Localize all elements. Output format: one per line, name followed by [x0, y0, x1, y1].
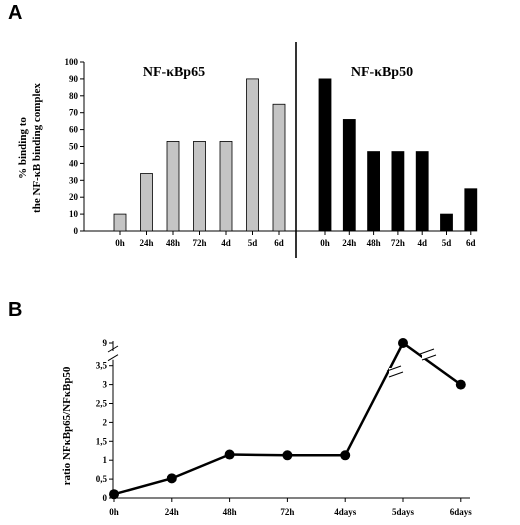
panel-b-line-segment [113, 477, 173, 496]
panel-a-xtick-label: 0h [320, 238, 330, 248]
panel-a-xtick-label: 48h [367, 238, 381, 248]
panel-a-bar [166, 141, 180, 232]
panel-b-xtick-label: 5days [392, 507, 415, 517]
panel-b-xtick-label: 0h [109, 507, 119, 517]
panel-b-ytick-label: 1,5 [96, 436, 108, 446]
panel-b-xtick-label: 4days [334, 507, 357, 517]
panel-b-ytick-label: 1 [103, 455, 108, 465]
panel-a-bar [193, 141, 206, 232]
panel-a-bar [440, 213, 453, 232]
panel-a-bar [342, 119, 356, 232]
panel-b-ytick-label: 9 [103, 338, 108, 348]
panel-b-ylabel: ratio NFκBp65/NFκBp50 [61, 366, 73, 485]
panel-a-xtick-label: 5d [248, 238, 258, 248]
panel-b-line-break-mark [388, 371, 404, 378]
panel-a-ytick-label: 90 [69, 74, 79, 84]
panel-a-bar [391, 151, 405, 232]
panel-b-axis-break-mark [107, 354, 119, 362]
panel-b-point [224, 449, 235, 460]
panel-b-point [282, 450, 293, 461]
panel-a-ytick-label: 100 [65, 57, 79, 67]
panel-b-axis-break-mark [107, 345, 119, 353]
panel-a-ytick-label: 20 [69, 192, 79, 202]
panel-a-ytick-label: 70 [69, 108, 79, 118]
panel-a-ytick-label: 80 [69, 91, 79, 101]
panel-b-xtick-label: 48h [223, 507, 237, 517]
panel-b-ytick-label: 0 [103, 493, 108, 503]
panel-b-line-break-mark [386, 365, 402, 372]
panel-a-bar [272, 103, 286, 232]
panel-a-xtick-label: 72h [192, 238, 206, 248]
panel-b-xtick-label: 24h [165, 507, 179, 517]
panel-b-point [398, 338, 408, 348]
panel-a-ylabel-line1: % binding to [17, 117, 29, 179]
panel-a-bar [318, 78, 332, 232]
panel-a-ytick-label: 30 [69, 175, 79, 185]
panel-a-bar [367, 151, 381, 232]
panel-a-ytick-label: 10 [69, 209, 79, 219]
panel-a-bar [464, 188, 478, 232]
panel-b-xtick-label: 6days [450, 507, 473, 517]
panel-a-xtick-label: 4d [221, 238, 231, 248]
panel-a-ytick-label: 60 [69, 125, 79, 135]
panel-b-line-break-gap [389, 368, 401, 376]
panel-a-xtick-label: 0h [115, 238, 125, 248]
panel-a-series1-title: NF-κBp65 [143, 65, 205, 80]
panel-b-line-segment [229, 453, 288, 457]
panel-a-letter: A [8, 2, 22, 24]
panel-a-xtick-label: 4d [417, 238, 427, 248]
panel-a-bar [113, 213, 127, 232]
panel-b-point [340, 450, 351, 461]
panel-a-bar [140, 173, 153, 232]
panel-b-line-break-mark [421, 354, 437, 361]
panel-a-xtick-label: 24h [342, 238, 356, 248]
panel-a-ylabel-line2: the NF-κB binding complex [31, 83, 43, 213]
panel-a-bar [219, 141, 233, 232]
panel-b-ytick-label: 3 [103, 380, 108, 390]
panel-a-xtick-label: 6d [466, 238, 476, 248]
panel-a-xtick-label: 24h [139, 238, 153, 248]
panel-a-bar [246, 78, 259, 232]
panel-b-ytick-label: 3,5 [96, 361, 108, 371]
panel-b-ytick-label: 0,5 [96, 474, 108, 484]
panel-a-xtick-label: 72h [391, 238, 405, 248]
panel-b-point [166, 473, 177, 484]
panel-b-letter: B [8, 299, 22, 321]
panel-a-ytick-label: 40 [69, 158, 79, 168]
panel-a-ytick-label: 0 [74, 226, 79, 236]
panel-b-line-segment [402, 341, 462, 386]
panel-a-bar [415, 151, 429, 232]
panel-b-point [455, 379, 466, 390]
panel-b-point [109, 489, 119, 500]
panel-b-line-break-mark [419, 348, 435, 355]
panel-a-xtick-label: 5d [442, 238, 452, 248]
panel-b-chart: ratio NFκBp65/NFκBp50 0 0,5 1 1,5 2 2,5 3 3,5 9 0… [61, 338, 472, 517]
panel-a-ytick-label: 50 [69, 142, 79, 152]
panel-b-xtick-label: 72h [280, 507, 294, 517]
panel-a-xtick-label: 6d [274, 238, 284, 248]
panel-b-line-segment [344, 342, 405, 456]
panel-a-xtick-label: 48h [166, 238, 180, 248]
panel-b-line-segment [171, 453, 231, 480]
panel-a-chart: % binding to the NF-κB binding complex N… [17, 42, 478, 258]
panel-a-series2-title: NF-κBp50 [351, 65, 413, 80]
panel-b-line-break-gap [422, 351, 434, 359]
panel-b-ytick-label: 2 [103, 417, 108, 427]
panel-b-ytick-label: 2,5 [96, 399, 108, 409]
